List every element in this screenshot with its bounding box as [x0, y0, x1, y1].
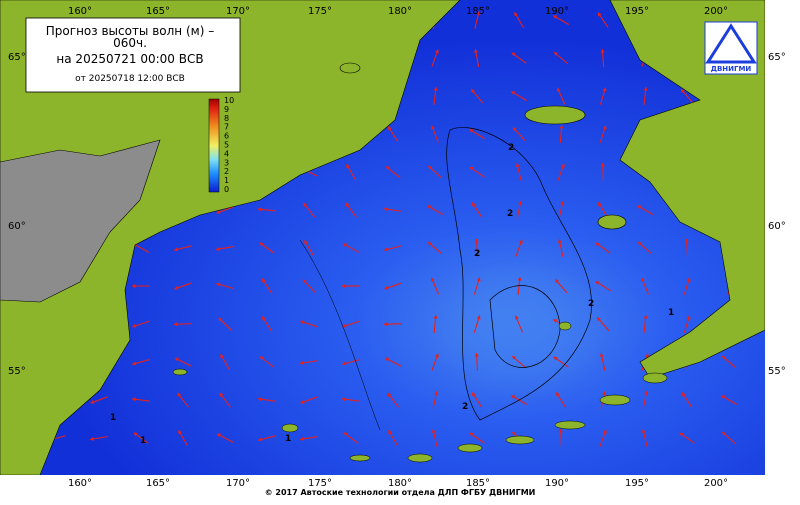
- colorbar-label: 0: [224, 185, 229, 194]
- island: [598, 215, 626, 229]
- lon-label: 160°: [68, 478, 92, 489]
- lon-label: 200°: [704, 478, 728, 489]
- title: 060ч.: [113, 36, 147, 50]
- contour-label: 2: [588, 299, 594, 309]
- lat-label: 60°: [768, 221, 786, 232]
- colorbar: [209, 99, 219, 192]
- contour-label: 1: [668, 308, 674, 318]
- colorbar-label: 8: [224, 114, 229, 123]
- contour-label: 2: [508, 143, 514, 153]
- lon-label: 190°: [545, 478, 569, 489]
- island: [525, 106, 585, 124]
- valid-time: на 20250721 00:00 ВСВ: [56, 52, 203, 66]
- colorbar-label: 2: [224, 167, 229, 176]
- contour-label: 2: [474, 249, 480, 259]
- lon-label: 195°: [625, 478, 649, 489]
- colorbar-label: 1: [224, 176, 229, 185]
- contour-label: 1: [140, 436, 146, 446]
- contour-label: 2: [507, 209, 513, 219]
- contour-label: 2: [462, 402, 468, 412]
- colorbar-label: 7: [224, 123, 229, 132]
- colorbar-label: 6: [224, 132, 229, 141]
- lon-label: 200°: [704, 6, 728, 17]
- lat-label: 65°: [8, 52, 26, 63]
- colorbar-label: 4: [224, 149, 229, 158]
- contour-label: 1: [110, 413, 116, 423]
- lat-label: 60°: [8, 221, 26, 232]
- lon-label: 175°: [308, 6, 332, 17]
- issued-time: от 20250718 12:00 ВСВ: [75, 74, 185, 84]
- colorbar-label: 9: [224, 105, 229, 114]
- lon-label: 180°: [388, 6, 412, 17]
- lon-label: 165°: [146, 478, 170, 489]
- lat-label: 65°: [768, 52, 786, 63]
- lon-label: 170°: [226, 478, 250, 489]
- lon-label: 170°: [226, 6, 250, 17]
- lat-label: 55°: [768, 366, 786, 377]
- island: [340, 63, 360, 73]
- lon-label: 195°: [625, 6, 649, 17]
- colorbar-label: 5: [224, 141, 229, 150]
- lon-label: 160°: [68, 6, 92, 17]
- colorbar-label: 3: [224, 158, 229, 167]
- footer: © 2017 Автоские технологии отдела ДЛП ФГ…: [265, 488, 536, 497]
- lon-label: 165°: [146, 6, 170, 17]
- lon-label: 190°: [545, 6, 569, 17]
- logo-text: ДВНИГМИ: [711, 65, 752, 73]
- contour-label: 1: [285, 434, 291, 444]
- lat-label: 55°: [8, 366, 26, 377]
- lon-label: 185°: [466, 6, 490, 17]
- colorbar-label: 10: [224, 96, 234, 105]
